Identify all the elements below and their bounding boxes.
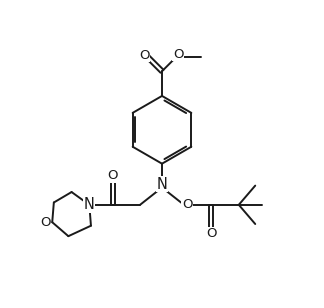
Text: O: O	[139, 49, 149, 62]
Text: N: N	[156, 177, 168, 192]
Text: O: O	[107, 169, 118, 182]
Text: O: O	[206, 227, 217, 241]
Text: O: O	[182, 198, 192, 211]
Text: O: O	[173, 48, 183, 61]
Text: N: N	[84, 197, 95, 212]
Text: O: O	[40, 216, 51, 229]
